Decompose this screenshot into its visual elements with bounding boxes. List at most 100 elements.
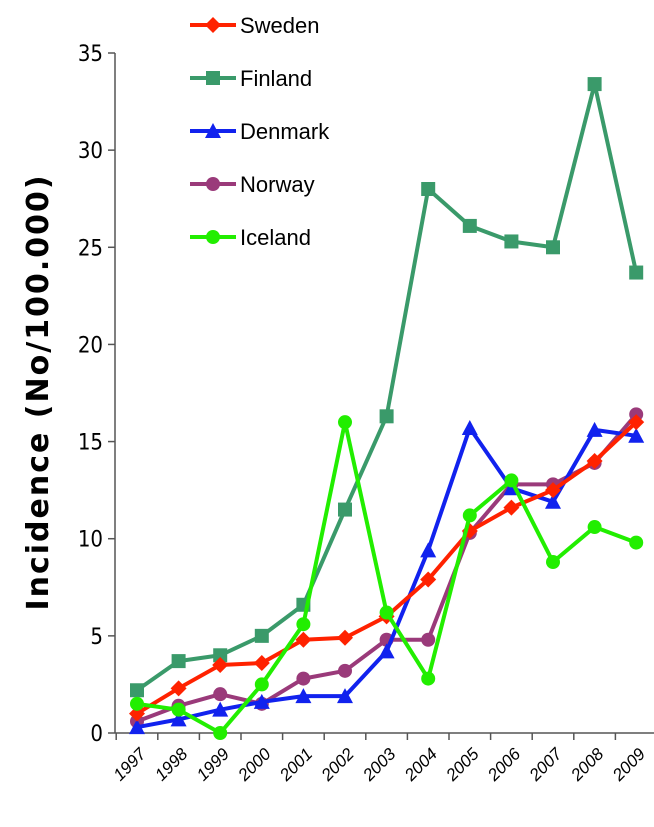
data-point-finland [587, 77, 602, 92]
data-point-sweden [628, 414, 645, 431]
data-point-denmark [337, 688, 353, 704]
data-point-iceland [171, 702, 186, 717]
x-tick-label: 1998 [151, 744, 192, 785]
series-layer [129, 77, 645, 740]
data-point-sweden [212, 657, 229, 673]
data-point-finland [462, 218, 477, 233]
data-point-denmark [129, 719, 145, 735]
data-point-finland [421, 182, 436, 196]
legend-entry-finland: Finland [190, 66, 312, 91]
x-tick-label: 2004 [400, 744, 441, 785]
data-point-iceland [130, 696, 144, 711]
legend-label-norway: Norway [240, 172, 315, 197]
series-line-iceland [136, 420, 637, 735]
data-point-norway [296, 671, 311, 686]
data-point-sweden [420, 571, 437, 588]
x-tick-label: 2003 [359, 744, 400, 785]
y-tick-label: 35 [78, 42, 103, 67]
series-line-norway [136, 413, 638, 724]
data-point-iceland [546, 555, 560, 570]
data-point-denmark [212, 701, 229, 717]
data-point-iceland [213, 726, 228, 740]
legend-marker-denmark [205, 123, 221, 138]
x-tick-label: 2005 [442, 744, 483, 785]
series-sweden [129, 414, 645, 722]
series-line-finland [135, 82, 639, 692]
data-point-sweden [337, 629, 353, 646]
data-point-finland [338, 502, 352, 517]
y-tick-label: 0 [90, 722, 103, 747]
data-point-sweden [586, 453, 603, 469]
series-line-denmark [136, 425, 637, 730]
x-tick-label: 2007 [525, 744, 566, 785]
x-tick-label: 2008 [567, 744, 608, 785]
data-point-iceland [296, 617, 311, 632]
x-tick-label: 2006 [483, 744, 524, 785]
data-point-norway [213, 687, 228, 702]
data-point-denmark [378, 643, 395, 659]
data-point-denmark [295, 688, 312, 704]
data-point-iceland [629, 535, 644, 550]
legend-entry-denmark: Denmark [190, 119, 330, 144]
series-denmark [129, 419, 645, 735]
data-point-iceland [462, 508, 477, 523]
data-point-denmark [170, 711, 187, 727]
data-point-finland [213, 648, 228, 663]
data-point-finland [504, 234, 519, 249]
data-point-iceland [421, 671, 436, 686]
y-tick-label: 10 [78, 528, 103, 553]
x-tick-label: 2000 [234, 744, 275, 785]
x-tick-label: 2009 [608, 744, 649, 785]
data-point-sweden [170, 680, 187, 697]
data-point-denmark [628, 427, 645, 443]
data-point-denmark [461, 419, 478, 435]
data-point-denmark [545, 493, 561, 509]
data-point-finland [546, 240, 560, 255]
x-tick-label: 1999 [193, 744, 234, 785]
x-tick-label: 2001 [275, 744, 316, 785]
series-iceland [130, 415, 644, 740]
legend-entry-sweden: Sweden [190, 13, 320, 38]
legend-label-finland: Finland [240, 66, 312, 91]
data-point-denmark [420, 542, 437, 558]
legend-entry-norway: Norway [190, 172, 315, 197]
x-tick-label: 1997 [110, 744, 151, 785]
data-point-iceland [379, 605, 394, 620]
y-tick-label: 30 [78, 139, 103, 164]
y-tick-label: 15 [78, 431, 103, 456]
data-point-finland [629, 265, 644, 280]
data-point-norway [421, 632, 436, 647]
data-point-iceland [587, 520, 602, 535]
data-point-iceland [254, 677, 269, 692]
y-tick-label: 25 [78, 236, 103, 261]
legend-marker-finland [206, 71, 220, 85]
x-tick-label: 2002 [317, 744, 358, 785]
series-norway [130, 407, 644, 729]
legend-entry-iceland: Iceland [190, 225, 311, 250]
legend-marker-norway [206, 177, 220, 191]
data-point-sweden [253, 655, 270, 672]
legend-label-iceland: Iceland [240, 225, 311, 250]
data-point-denmark [586, 421, 603, 437]
y-tick-label: 20 [78, 333, 103, 358]
data-point-sweden [295, 631, 312, 648]
data-point-finland [379, 409, 394, 424]
data-point-iceland [338, 415, 352, 430]
data-point-norway [338, 663, 352, 678]
data-point-sweden [545, 482, 561, 499]
series-line-sweden [135, 420, 638, 716]
data-point-denmark [253, 693, 270, 709]
legend-marker-sweden [205, 17, 221, 33]
y-axis-label: Incidence (No/100.000) [21, 173, 56, 610]
legend-label-denmark: Denmark [240, 119, 330, 144]
data-point-finland [254, 628, 269, 643]
data-point-finland [130, 683, 144, 698]
legend-label-sweden: Sweden [240, 13, 320, 38]
legend: Sweden Finland Denmark Norway Iceland [190, 13, 330, 250]
data-point-finland [171, 654, 186, 669]
data-point-sweden [503, 499, 520, 516]
y-tick-label: 5 [90, 625, 103, 650]
data-point-iceland [504, 473, 519, 488]
